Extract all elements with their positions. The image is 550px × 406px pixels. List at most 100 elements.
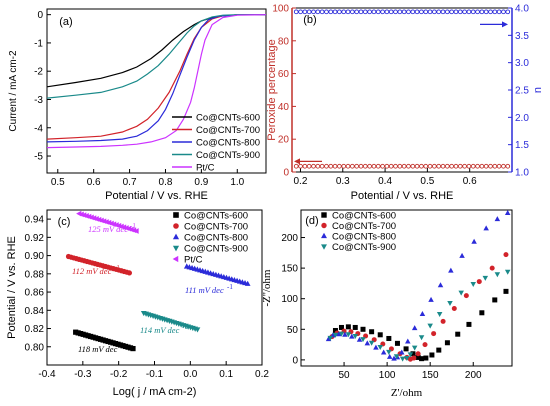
panel-d-series-marker [377, 345, 383, 351]
panel-b-series-marker [457, 9, 463, 15]
panel-d-series-marker [352, 324, 358, 330]
panel-b-series-marker [449, 9, 454, 15]
panel-d-series-marker [483, 225, 489, 231]
panel-d-series-marker [336, 331, 342, 337]
panel-b-xtick-label: 0.2 [294, 176, 308, 187]
panel-c-series-marker [244, 280, 251, 286]
panel-b-series-marker [384, 9, 390, 15]
panel-b-series-marker [358, 9, 364, 15]
panel-a-legend-label: Co@CNTs-700 [196, 125, 260, 136]
panel-b-series-marker [440, 163, 446, 169]
panel-a-series-line [46, 14, 266, 88]
panel-a-tag: (a) [59, 16, 72, 28]
panel-b-series-marker [375, 9, 381, 15]
panel-b-series-marker [444, 163, 450, 169]
panel-b-series-marker [410, 163, 416, 169]
panel-d-series-marker [338, 331, 345, 337]
panel-b-series-marker [505, 9, 511, 15]
panel-b-series-marker [302, 9, 308, 15]
panel-b-series-marker [496, 9, 502, 15]
panel-c-slope-sup: -1 [120, 342, 126, 350]
panel-d-series-marker [356, 336, 363, 342]
panel-b-xtick-label: 0.6 [463, 176, 477, 187]
panel-b-series-marker [362, 9, 368, 15]
panel-d-series-marker [338, 324, 344, 330]
panel-c-tag: (c) [58, 216, 71, 228]
panel-d-series-marker [503, 288, 509, 294]
panel-b-series-marker [328, 9, 334, 15]
panel-d-xtick-label: 50 [338, 370, 350, 381]
panel-b-series-marker [397, 9, 403, 15]
panel-a-xtick-label: 1.0 [230, 177, 244, 188]
panel-d-series-marker [386, 335, 392, 341]
panel-d-legend-marker [321, 244, 327, 250]
panel-a-legend-label: Co@CNTs-600 [196, 113, 260, 124]
panel-a-series-line [46, 14, 267, 149]
panel-b-series-marker [479, 9, 485, 15]
panel-c-ytick-label: 0.90 [25, 251, 45, 262]
panel-b-series-marker [444, 9, 450, 15]
panel-d-ytick-label: 100 [281, 294, 298, 305]
panel-b-series-marker [419, 163, 424, 169]
panel-d-series-marker [377, 332, 383, 338]
panel-b-series-marker [350, 9, 355, 15]
panel-b-ytick-label: 20 [278, 135, 290, 146]
panel-d-series-marker [332, 328, 338, 334]
panel-d-series-marker [482, 275, 489, 281]
panel-b-series-marker [436, 9, 442, 15]
panel-d-legend-marker [321, 232, 327, 239]
panel-d-ytick-label: 0 [292, 355, 298, 366]
panel-c-legend-label: Co@CNTs-600 [184, 211, 248, 222]
panel-b-series-marker [350, 163, 355, 169]
panel-c-legend-marker [173, 223, 179, 229]
panel-b-ytick-label: 100 [272, 4, 289, 15]
panel-b-series-marker [354, 163, 360, 169]
panel-d-series-marker [332, 332, 339, 338]
panel-d-xlabel: Z'/ohm [391, 387, 423, 399]
panel-b-series-marker [380, 9, 385, 15]
panel-d-legend-label: Co@CNTs-700 [332, 221, 396, 232]
panel-c-xtick-label: 0.2 [255, 369, 269, 380]
panel-d-series-marker [444, 340, 450, 346]
panel-b-series-marker [380, 163, 385, 169]
panel-a-series-line [46, 14, 266, 99]
panel-b-ytick-label: 40 [278, 102, 290, 113]
panel-b-y2tick-label: 4.0 [515, 4, 529, 15]
panel-b-series-marker [466, 9, 472, 15]
panel-a-xtick-label: 0.5 [51, 177, 65, 188]
panel-d-series-marker [342, 331, 348, 337]
panel-b-series-marker [371, 163, 377, 169]
panel-b-series-marker [375, 163, 381, 169]
panel-b-series-marker [319, 163, 325, 169]
panel-d-series-marker [393, 354, 400, 360]
panel-d-series-marker [476, 279, 482, 285]
panel-b-series-marker [358, 163, 364, 169]
panel-b-series-marker [298, 9, 303, 15]
panel-c-series-marker [130, 345, 136, 352]
panel-d-series-marker [411, 345, 418, 351]
panel-b-series-marker [311, 163, 316, 169]
panel-b-series-marker [470, 163, 476, 169]
panel-d-series-marker [471, 238, 477, 244]
panel-c-slope-label: 125 mV dec [88, 224, 128, 234]
panel-b-series-marker [393, 9, 398, 15]
panel-b-series-marker [337, 9, 342, 15]
panel-b-series-marker [449, 163, 454, 169]
panel-c-legend-marker [172, 255, 179, 263]
panel-b-y2tick-label: 1.5 [515, 140, 529, 151]
panel-d-series-marker [447, 300, 453, 306]
panel-d-series-marker [360, 337, 366, 343]
panel-a-ytick-label: -3 [34, 95, 43, 106]
panel-b-series-marker [432, 9, 437, 15]
panel-b-series-marker [315, 9, 321, 15]
panel-b-series-marker [488, 9, 493, 15]
panel-b-series-marker [401, 163, 407, 169]
panel-b-y2tick-label: 3.0 [515, 58, 529, 69]
panel-d-series-marker [364, 340, 371, 346]
panel-d-series-marker [368, 340, 375, 346]
panel-b-series-marker [419, 9, 424, 15]
panel-b-series-marker [479, 163, 485, 169]
panel-a-ytick-label: -4 [34, 123, 43, 134]
panel-b-arrowhead-right [502, 21, 508, 28]
panel-c-legend-marker [172, 245, 180, 252]
